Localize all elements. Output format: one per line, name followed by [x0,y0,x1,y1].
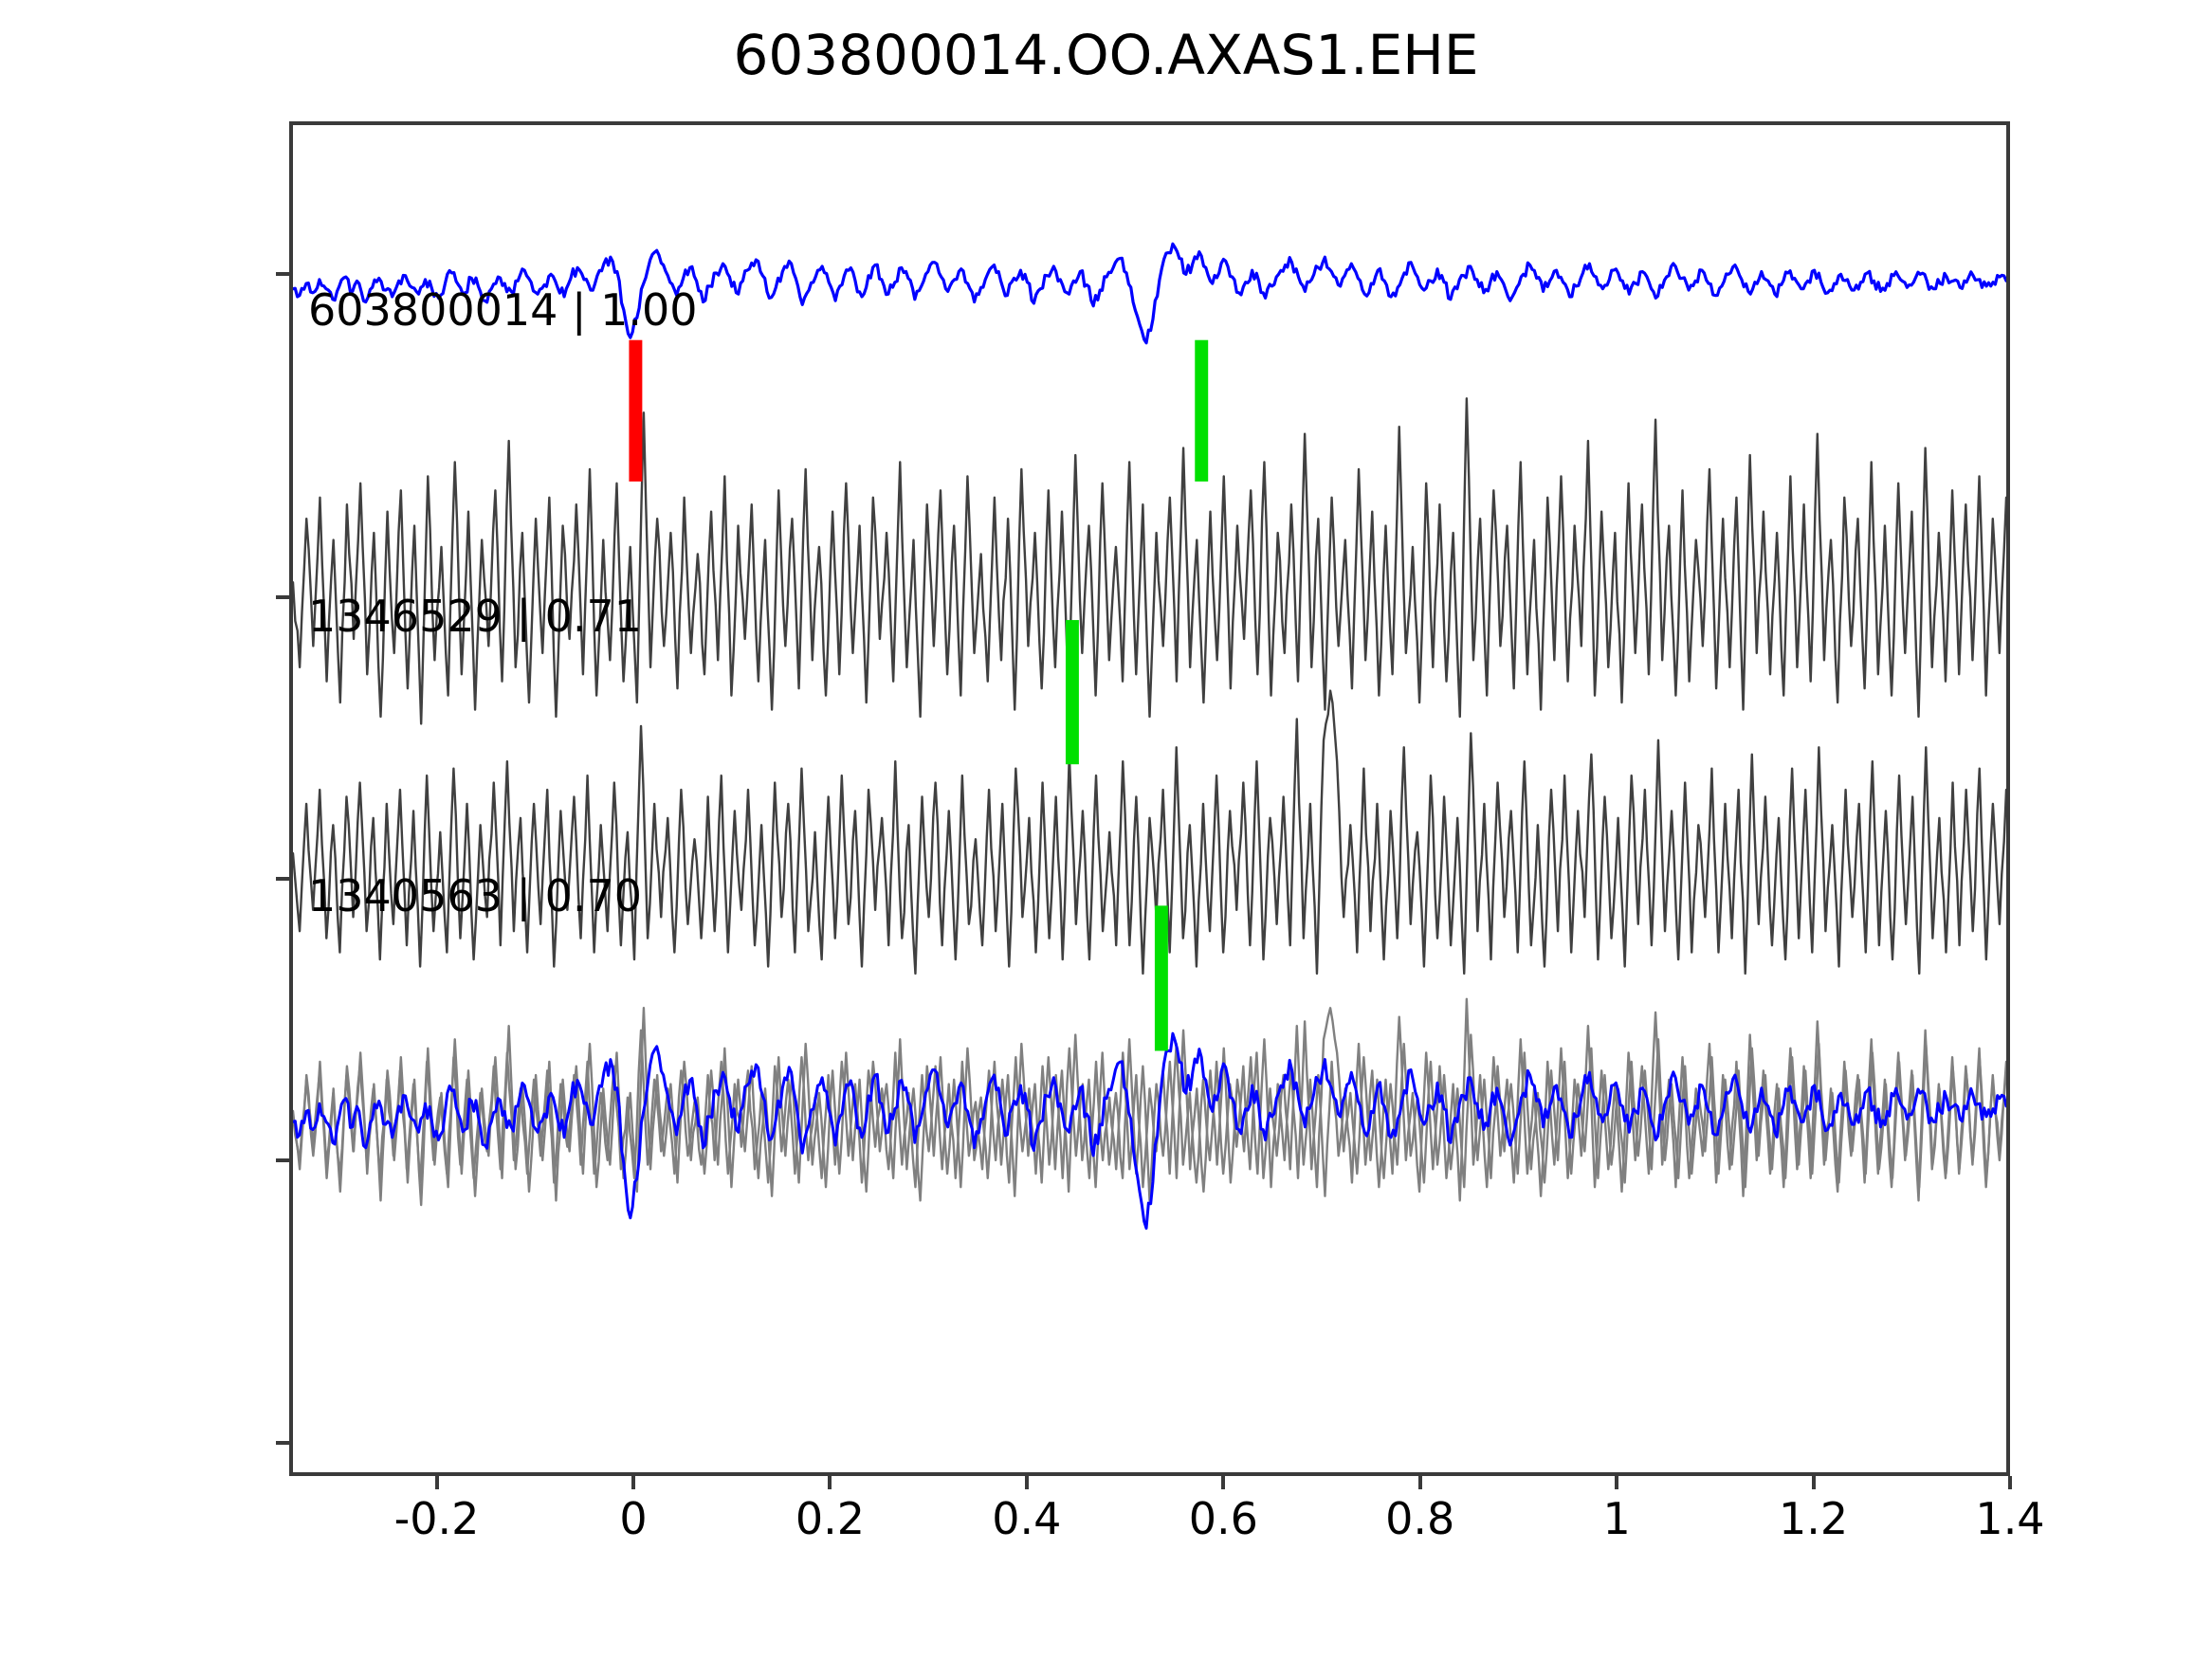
trace-label-2: 1340563 | 0.70 [308,870,643,921]
x-tick-label-6: 1 [1602,1493,1631,1544]
x-tick-mark-5 [1417,1476,1422,1489]
pick-marker-red-panel-0 [629,339,643,482]
x-tick-mark-4 [1221,1476,1226,1489]
waveform-trace-1346529 [293,398,2006,723]
y-tick-mark-1 [276,595,289,599]
x-tick-mark-1 [631,1476,635,1489]
pick-marker-green-panel-0 [1195,339,1209,482]
y-tick-mark-4 [276,1441,289,1445]
trace-label-0: 603800014 | 1.00 [308,284,698,336]
x-tick-label-5: 0.8 [1385,1493,1455,1544]
x-tick-mark-3 [1024,1476,1029,1489]
x-tick-mark-0 [434,1476,439,1489]
waveform-canvas [293,125,2006,1472]
waveform-trace-1340563 [293,691,2006,974]
x-tick-mark-6 [1615,1476,1619,1489]
x-tick-mark-8 [2008,1476,2012,1489]
y-tick-mark-0 [276,272,289,276]
x-tick-label-4: 0.6 [1188,1493,1258,1544]
waveform-trace-603800014 [293,244,2006,342]
x-tick-label-0: -0.2 [393,1493,480,1544]
x-tick-label-7: 1.2 [1778,1493,1849,1544]
overlay-trace-603800014 [293,1033,2006,1228]
pick-marker-green-panel-2 [1154,905,1168,1051]
y-tick-mark-3 [276,1158,289,1162]
plot-area [289,121,2010,1476]
x-tick-label-1: 0 [619,1493,648,1544]
page-title: 603800014.OO.AXAS1.EHE [733,23,1479,87]
x-tick-label-3: 0.4 [992,1493,1062,1544]
y-tick-mark-2 [276,877,289,881]
pick-marker-green-panel-1 [1065,620,1079,765]
x-tick-mark-2 [828,1476,832,1489]
overlay-trace-1340563 [293,1008,2006,1187]
x-tick-label-8: 1.4 [1975,1493,2045,1544]
trace-label-1: 1346529 | 0.71 [308,591,643,642]
x-tick-mark-7 [1811,1476,1816,1489]
x-tick-label-2: 0.2 [795,1493,865,1544]
